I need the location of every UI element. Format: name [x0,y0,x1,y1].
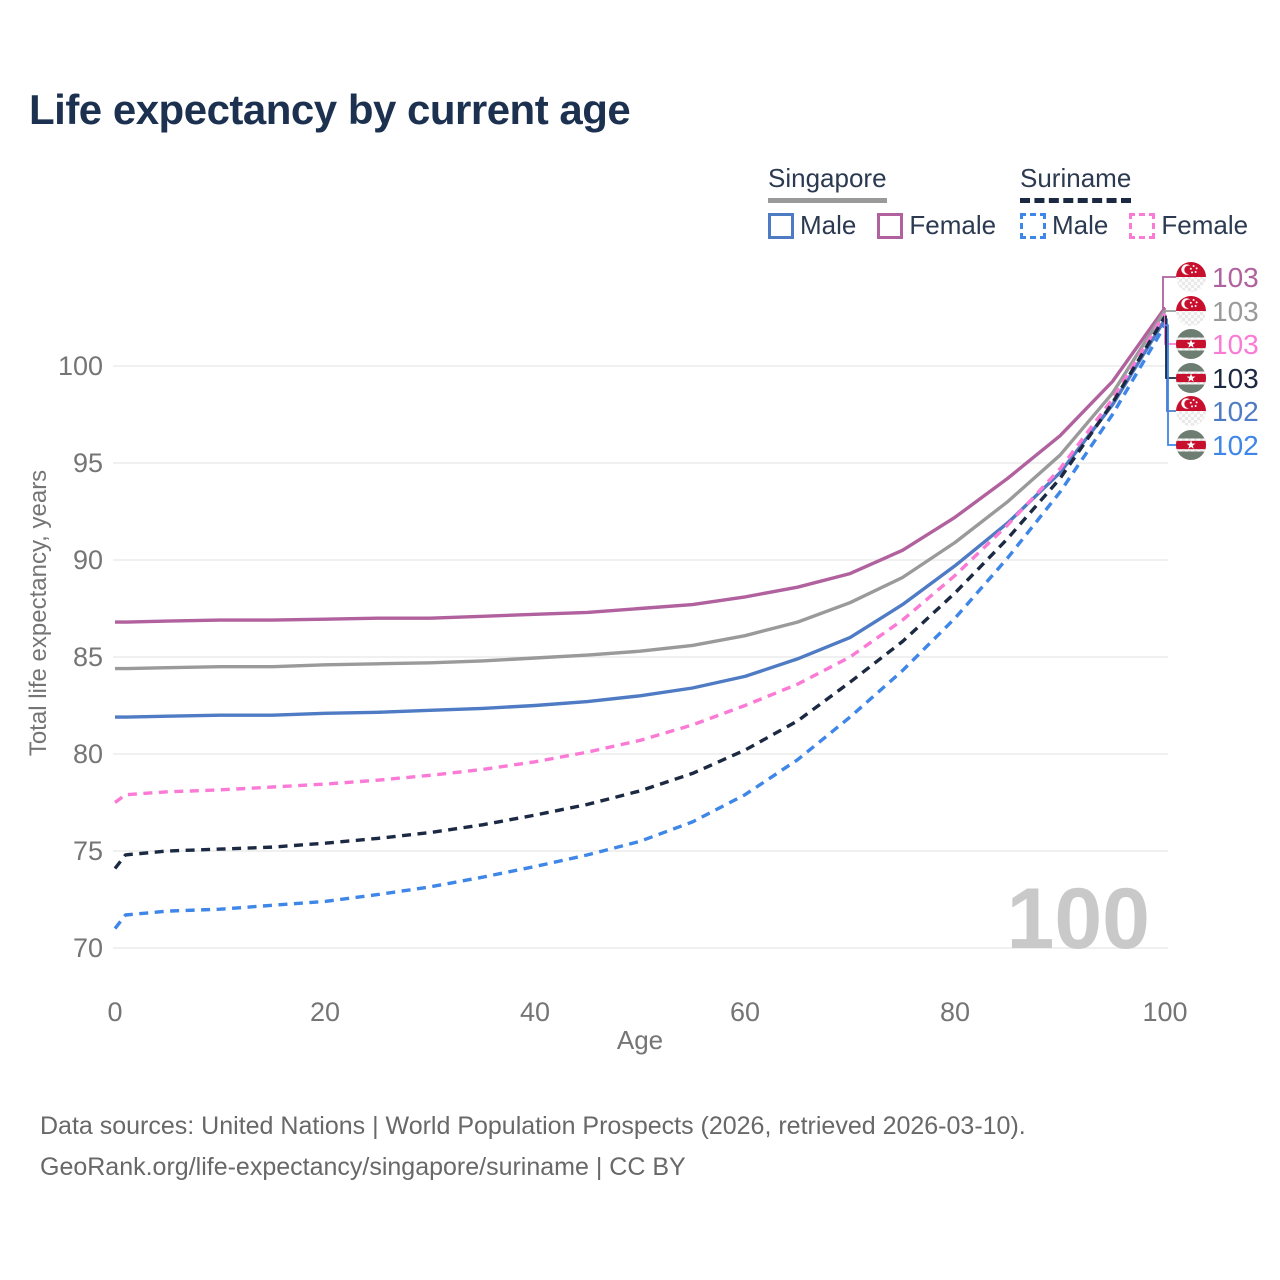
watermark: 100 [1007,871,1151,967]
series-line-singapore-both-sexes[interactable] [115,309,1167,671]
y-tick-100: 100 [58,351,103,381]
leader-line-suriname-female [1164,313,1176,345]
end-label-singapore-male: 102 [1212,396,1259,427]
y-tick-90: 90 [73,545,103,575]
singapore-male-swatch[interactable] [768,212,794,239]
series-line-suriname-male[interactable] [113,324,1167,930]
suriname-flag-icon [1176,430,1206,460]
y-axis-title: Total life expectancy, years [25,470,52,756]
y-tick-75: 75 [73,836,103,866]
end-label-singapore-female: 103 [1212,262,1259,293]
end-label-suriname-male: 102 [1212,430,1259,461]
y-tick-85: 85 [73,642,103,672]
end-label-suriname-female: 103 [1212,329,1259,360]
legend-item-suriname-male[interactable]: Male [1020,210,1108,241]
x-tick-20: 20 [310,997,340,1027]
legend-item-singapore-female[interactable]: Female [877,210,996,241]
legend-label-singapore-male: Male [800,210,857,240]
gridlines [113,365,1168,949]
series-line-singapore-male[interactable] [115,318,1167,719]
leader-line-suriname-both-sexes [1165,315,1176,379]
x-tick-60: 60 [730,997,760,1027]
legend-country-suriname[interactable]: Suriname [1020,163,1132,203]
y-tick-80: 80 [73,739,103,769]
legend-label-singapore-female: Female [909,210,997,240]
singapore-flag-icon [1176,296,1206,326]
watermark-age-label: 100 [1007,871,1151,967]
y-tick-70: 70 [73,933,103,963]
legend-item-suriname-female[interactable]: Female [1129,210,1248,241]
series-line-suriname-female[interactable] [113,312,1167,804]
x-tick-100: 100 [1142,997,1187,1027]
y-tick-95: 95 [73,448,103,478]
singapore-flag-icon [1176,262,1206,292]
page-title: Life expectancy by current age [29,86,631,133]
legend-label-suriname-male: Male [1052,210,1109,240]
legend-item-singapore-male[interactable]: Male [768,210,856,241]
singapore-female-swatch[interactable] [877,212,904,239]
axes: 70 75 80 85 90 95 100 0 20 40 60 80 100 Age Total life… [25,351,1188,1055]
x-axis-title: Age [617,1025,663,1055]
footer-sources: Data sources: United Nations | World Pop… [40,1112,1026,1140]
end-label-suriname-both-sexes: 103 [1212,363,1259,394]
series-lines [113,306,1167,930]
footer-attribution: GeoRank.org/life-expectancy/singapore/su… [40,1153,686,1181]
singapore-flag-icon [1176,396,1206,426]
x-tick-80: 80 [940,997,970,1027]
footer: Data sources: United Nations | World Pop… [40,1106,1026,1188]
end-label-singapore-both-sexes: 103 [1212,296,1259,327]
series-line-suriname-both-sexes[interactable] [113,315,1167,870]
x-tick-0: 0 [107,997,122,1027]
leader-line-singapore-female [1162,276,1176,309]
legend-label-suriname-female: Female [1161,210,1249,240]
series-line-singapore-female[interactable] [115,306,1167,624]
suriname-male-swatch[interactable] [1020,212,1046,239]
suriname-female-swatch[interactable] [1129,212,1156,239]
suriname-flag-icon [1176,363,1206,393]
suriname-flag-icon [1176,329,1206,359]
legend-country-singapore[interactable]: Singapore [768,163,887,203]
x-tick-40: 40 [520,997,550,1027]
legend-group-suriname: Suriname Male Female [1020,163,1248,241]
legend-group-singapore: Singapore Male Female [768,163,996,241]
leader-line-suriname-male [1165,324,1176,446]
